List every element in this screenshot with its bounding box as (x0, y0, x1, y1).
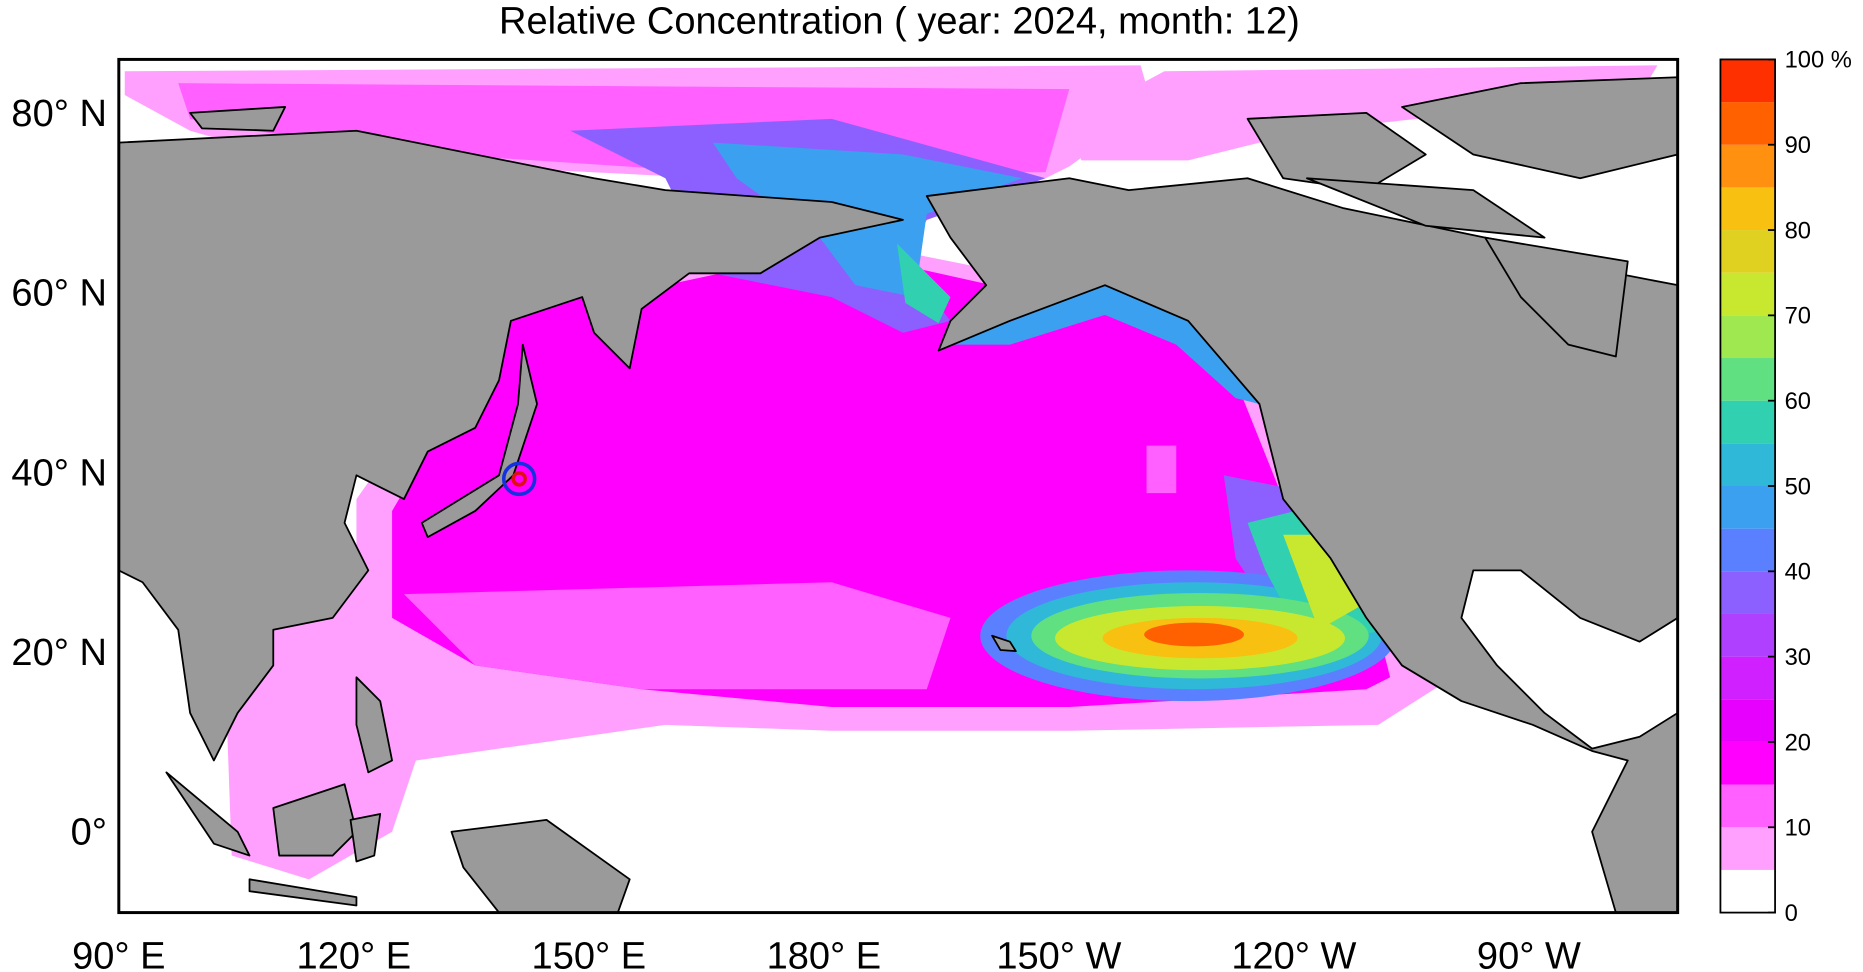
colorbar-band (1720, 656, 1776, 700)
colorbar-band (1720, 102, 1776, 145)
map-frame (117, 57, 1680, 915)
map-axes: 80° N 60° N 40° N 20° N 0° 90° E 120° E 150° E 1… (11, 93, 1581, 972)
lon-label: 120° E (297, 935, 412, 972)
colorbar-band (1720, 315, 1776, 359)
colorbar-band (1720, 613, 1776, 657)
colorbar-tick-label: 30 (1785, 644, 1811, 671)
colorbar-band (1720, 827, 1776, 870)
lat-label: 80° N (11, 93, 107, 135)
lat-label: 20° N (11, 632, 107, 674)
colorbar-band (1720, 571, 1776, 614)
colorbar-band (1720, 741, 1776, 785)
colorbar-tick-label: 40 (1785, 559, 1811, 586)
lon-label: 150° W (996, 935, 1121, 972)
map (118, 59, 1678, 913)
colorbar-band (1720, 528, 1776, 572)
colorbar-band (1720, 144, 1776, 188)
colorbar-tick-label: 100 % (1785, 47, 1852, 74)
colorbar: 0 10 20 30 40 50 60 70 80 90 100 % (1719, 47, 1852, 927)
lat-label: 0° (71, 812, 107, 854)
colorbar-tick-label: 60 (1785, 388, 1811, 415)
colorbar-band (1720, 784, 1776, 828)
lon-label: 150° E (532, 935, 647, 972)
colorbar-band (1720, 358, 1776, 401)
colorbar-tick-label: 20 (1785, 729, 1811, 756)
colorbar-band (1720, 869, 1776, 913)
colorbar-tick-label: 70 (1785, 303, 1811, 330)
colorbar-band (1720, 443, 1776, 486)
colorbar-band (1720, 187, 1776, 231)
lon-label: 90° E (72, 935, 165, 972)
lat-label: 40° N (11, 452, 107, 494)
lat-label: 60° N (11, 273, 107, 315)
colorbar-tick-label: 50 (1785, 473, 1811, 500)
colorbar-band (1720, 59, 1776, 103)
colorbar-band (1720, 272, 1776, 316)
colorbar-tick-label: 10 (1785, 815, 1811, 842)
colorbar-band (1720, 486, 1776, 529)
colorbar-band (1720, 400, 1776, 444)
lon-label: 180° E (767, 935, 882, 972)
title: Relative Concentration ( year: 2024, mon… (499, 0, 1300, 42)
colorbar-band (1720, 230, 1776, 273)
colorbar-tick-label: 0 (1785, 900, 1798, 927)
colorbar-tick-label: 90 (1785, 132, 1811, 159)
colorbar-tick-label: 80 (1785, 217, 1811, 244)
lon-label: 120° W (1231, 935, 1356, 972)
colorbar-band (1720, 699, 1776, 742)
lon-label: 90° W (1477, 935, 1581, 972)
